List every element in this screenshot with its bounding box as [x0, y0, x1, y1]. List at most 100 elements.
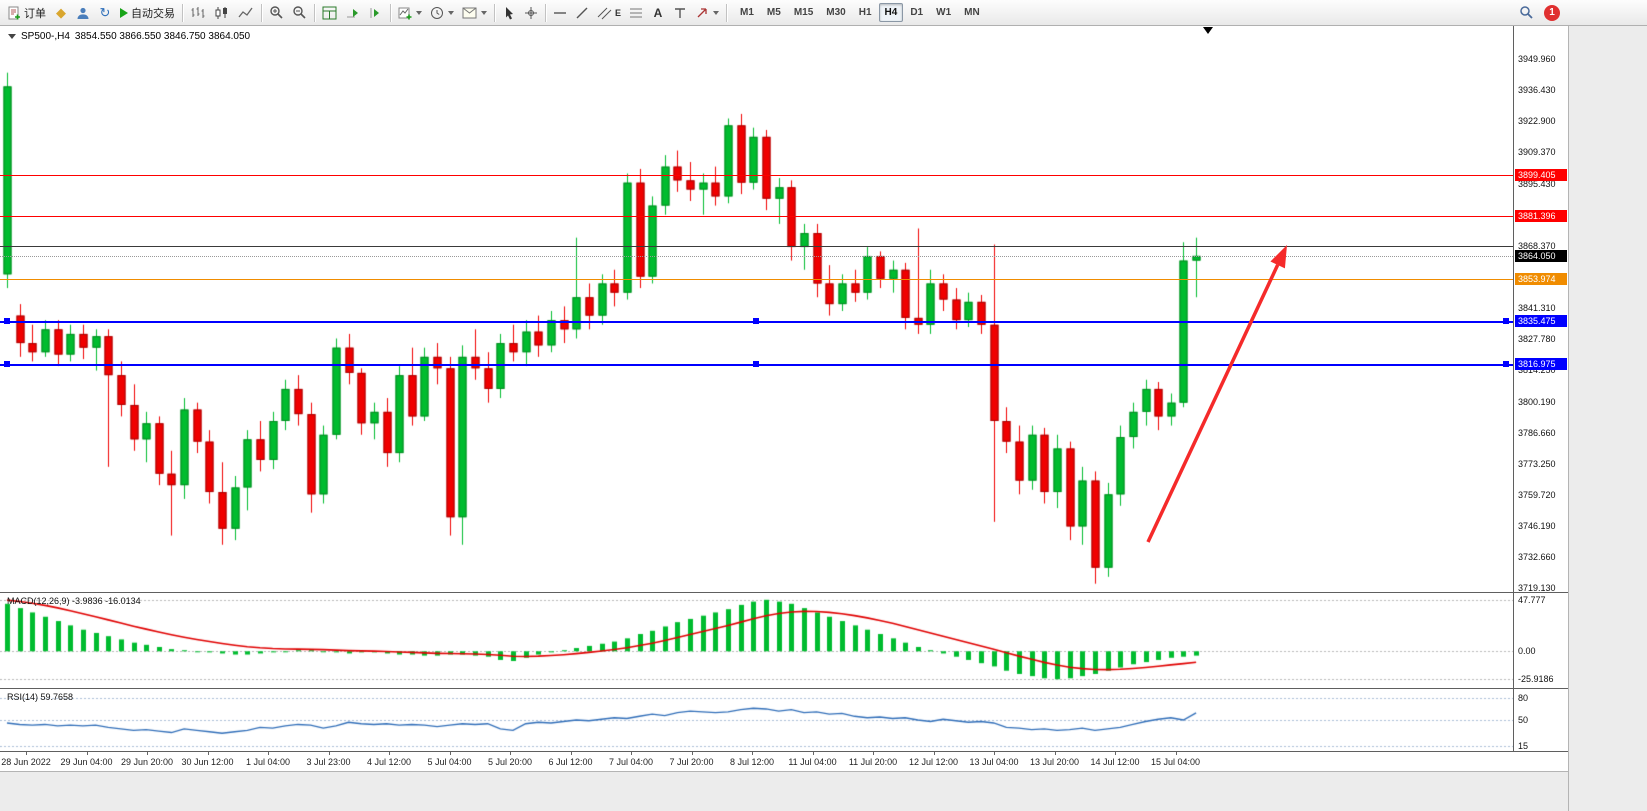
time-tick: [1175, 752, 1177, 755]
time-label: 14 Jul 12:00: [1090, 757, 1140, 767]
time-tick: [631, 752, 632, 755]
macd-panel: MACD(12,26,9) -3.9836 -16.0134 47.777 0.0…: [0, 592, 1568, 688]
period-clock-button[interactable]: [426, 2, 458, 24]
support-line-3835-handle[interactable]: [4, 318, 10, 324]
tile-windows-button[interactable]: [318, 2, 341, 24]
profiles-button[interactable]: ◆: [50, 2, 72, 24]
zoom-in-button[interactable]: [265, 2, 288, 24]
refresh-icon: ↻: [99, 5, 111, 20]
autotrading-label: 自动交易: [131, 7, 175, 20]
rsi-canvas[interactable]: [0, 689, 1513, 751]
price-label: 3759.720: [1518, 490, 1556, 500]
bid-price-line[interactable]: [0, 256, 1513, 257]
toolbar-separator: [314, 3, 315, 22]
support-line-3835-handle[interactable]: [753, 318, 759, 324]
fibonacci-tool-button[interactable]: [625, 2, 647, 24]
chart-title: SP500-,H4 3854.550 3866.550 3846.750 386…: [8, 31, 250, 42]
time-axis[interactable]: 28 Jun 2022 29 Jun 04:00 29 Jun 20:00 30 Ju…: [0, 751, 1568, 771]
macd-scale-label: 47.777: [1518, 595, 1546, 605]
new-order-icon: [7, 6, 21, 20]
cursor-icon: [503, 6, 515, 20]
refresh-button[interactable]: ↻: [94, 2, 116, 24]
arrows-tool-icon: [695, 6, 709, 20]
search-icon: [1519, 5, 1534, 20]
macd-chart-area[interactable]: MACD(12,26,9) -3.9836 -16.0134: [0, 593, 1513, 688]
resistance-line-3899[interactable]: [0, 175, 1513, 176]
line-chart-icon: [238, 6, 254, 20]
line-chart-button[interactable]: [234, 2, 258, 24]
time-label: 30 Jun 12:00: [181, 757, 234, 767]
macd-axis[interactable]: 47.777 0.00 -25.9186: [1513, 593, 1568, 688]
search-button[interactable]: [1515, 2, 1538, 24]
rsi-axis[interactable]: 80 50 15: [1513, 689, 1568, 751]
accounts-button[interactable]: [72, 2, 94, 24]
envelope-icon: [462, 7, 477, 19]
chart-shift-button[interactable]: [364, 2, 387, 24]
timeframe-button-m1[interactable]: M1: [740, 7, 754, 18]
trendline-tool-button[interactable]: [571, 2, 593, 24]
one-click-trading-toggle[interactable]: [8, 34, 16, 39]
auto-scroll-button[interactable]: [341, 2, 364, 24]
rsi-panel: RSI(14) 59.7658 80 50 15: [0, 688, 1568, 751]
new-order-button[interactable]: 订单: [3, 2, 50, 24]
price-axis[interactable]: 3949.960 3936.430 3922.900 3909.370 3895.430…: [1513, 26, 1568, 592]
macd-scale-label: -25.9186: [1518, 674, 1554, 684]
crosshair-tool-button[interactable]: [520, 2, 542, 24]
price-chart-area[interactable]: SP500-,H4 3854.550 3866.550 3846.750 386…: [0, 26, 1513, 592]
candles-canvas[interactable]: [0, 26, 1513, 592]
price-label: 3827.780: [1518, 334, 1556, 344]
price-label: 3773.250: [1518, 459, 1556, 469]
timeframe-button-m30[interactable]: M30: [826, 7, 846, 18]
time-tick: [1115, 752, 1116, 755]
autotrading-button[interactable]: 自动交易: [116, 2, 179, 24]
toolbar-separator: [545, 3, 546, 22]
equidistant-channel-tool-button[interactable]: E: [593, 2, 625, 24]
time-tick: [933, 752, 935, 755]
support-line-3816-handle[interactable]: [4, 361, 10, 367]
timeframe-button-h1[interactable]: H1: [858, 7, 872, 18]
timeframe-button-m15[interactable]: M15: [793, 7, 814, 18]
bar-chart-button[interactable]: [186, 2, 210, 24]
timeframe-button-m5[interactable]: M5: [766, 7, 781, 18]
label-tool-button[interactable]: [669, 2, 691, 24]
new-order-label: 订单: [24, 7, 46, 20]
person-icon: [76, 6, 90, 20]
dropdown-arrow-icon: [481, 10, 487, 15]
chart-window: SP500-,H4 3854.550 3866.550 3846.750 386…: [0, 26, 1568, 811]
rsi-scale-label: 15: [1518, 741, 1529, 751]
macd-canvas[interactable]: [0, 593, 1513, 688]
cursor-tool-button[interactable]: [498, 2, 520, 24]
dropdown-arrow-icon: [416, 10, 422, 15]
rsi-chart-area[interactable]: RSI(14) 59.7658: [0, 689, 1513, 751]
timeframe-button-d1[interactable]: D1: [910, 7, 924, 18]
zoom-in-icon: [269, 5, 284, 20]
toolbar-separator: [390, 3, 391, 22]
arrows-tool-button[interactable]: [691, 2, 723, 24]
zoom-out-icon: [292, 5, 307, 20]
rsi-scale-label: 80: [1518, 693, 1529, 703]
timeframe-button-mn[interactable]: MN: [964, 7, 980, 18]
new-chart-button[interactable]: [394, 2, 426, 24]
timeframe-button-h4[interactable]: H4: [878, 3, 904, 22]
text-tool-button[interactable]: A: [647, 2, 669, 24]
time-label: 15 Jul 04:00: [1150, 757, 1201, 767]
chart-shift-marker[interactable]: [1203, 27, 1213, 34]
time-tick: [510, 752, 511, 755]
support-line-3835-handle[interactable]: [1503, 318, 1509, 324]
time-label: 11 Jul 20:00: [848, 757, 898, 767]
horizontal-line-tool-button[interactable]: [549, 2, 571, 24]
support-line-3816-handle[interactable]: [1503, 361, 1509, 367]
zoom-out-button[interactable]: [288, 2, 311, 24]
candlestick-chart-button[interactable]: [210, 2, 234, 24]
notifications-badge[interactable]: 1: [1544, 4, 1560, 21]
timeframe-button-w1[interactable]: W1: [936, 7, 952, 18]
resistance-line-3881[interactable]: [0, 216, 1513, 217]
pivot-line-3853[interactable]: [0, 279, 1513, 280]
time-tick: [994, 752, 995, 755]
support-line-3816-handle[interactable]: [753, 361, 759, 367]
trendline-icon: [575, 6, 589, 20]
mail-button[interactable]: [458, 2, 491, 24]
time-tick: [328, 752, 330, 755]
price-label: 3719.130: [1518, 583, 1556, 592]
level-line-3868[interactable]: [0, 246, 1513, 247]
